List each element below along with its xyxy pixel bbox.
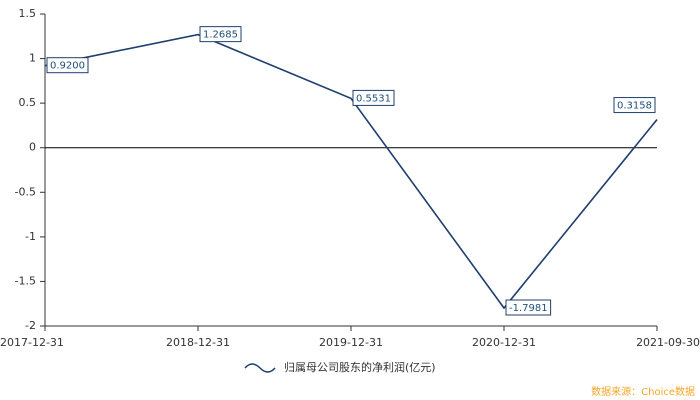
data-label-box [199,26,242,43]
data-label: 0.5531 [356,93,391,104]
data-label: 1.2685 [203,30,238,41]
x-tick-label: 2018-12-31 [166,336,230,349]
data-label-box [505,299,552,316]
y-tick-label: -0.5 [15,185,36,198]
data-label: 0.3158 [617,101,652,112]
data-line [44,33,658,310]
data-label-box [352,89,395,106]
x-tick-label: 2019-12-31 [319,336,383,349]
data-label-box [613,97,656,114]
y-tick-label: -1 [25,230,36,243]
x-tick-label: 2017-12-31 [0,336,64,349]
y-tick-label: -2 [25,319,36,332]
source-note: 数据来源：Choice数据 [591,385,695,398]
data-label-box [46,57,89,74]
legend-label: 归属母公司股东的净利润(亿元) [284,360,436,374]
legend-icon [244,363,276,373]
y-tick-label: -1.5 [15,274,36,287]
x-tick-label: 2020-12-31 [472,336,536,349]
data-label: 0.9200 [50,61,85,72]
x-tick-label: 2021-09-30 [636,336,700,349]
y-tick-label: 1.5 [19,7,37,20]
data-label: -1.7981 [509,303,548,314]
y-tick-label: 0.5 [19,96,37,109]
y-tick-label: 0 [29,141,36,154]
y-tick-label: 1 [29,52,36,65]
